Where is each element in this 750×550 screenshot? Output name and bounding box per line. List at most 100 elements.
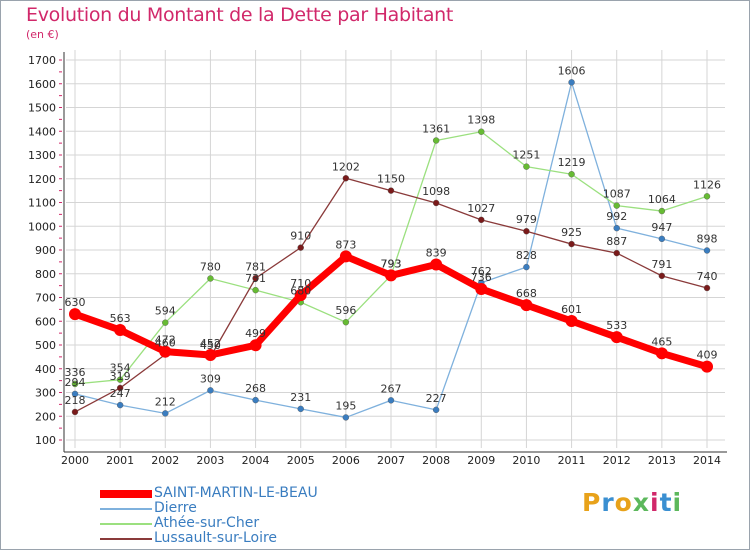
- x-tick-label: 2000: [61, 454, 89, 467]
- data-point: [71, 408, 79, 416]
- data-label: 218: [65, 394, 86, 407]
- data-point: [116, 384, 124, 392]
- data-point: [207, 387, 214, 394]
- legend-swatch: [100, 490, 152, 498]
- data-point: [478, 216, 485, 224]
- data-label: 781: [245, 260, 266, 273]
- data-label: 294: [65, 376, 86, 389]
- x-tick-label: 2005: [287, 454, 315, 467]
- data-label: 1398: [467, 114, 495, 127]
- data-point: [432, 199, 440, 207]
- data-label: 680: [290, 284, 311, 297]
- logo-letter: t: [659, 488, 673, 517]
- data-point: [339, 250, 352, 263]
- y-tick-label: 1600: [28, 78, 56, 91]
- data-label: 499: [245, 327, 266, 340]
- data-label: 668: [516, 287, 537, 300]
- y-tick-label: 800: [35, 268, 56, 281]
- data-label: 736: [471, 271, 492, 284]
- data-label: 1098: [422, 185, 450, 198]
- x-tick-label: 2008: [422, 454, 450, 467]
- x-tick-label: 2010: [512, 454, 540, 467]
- data-label: 1606: [558, 64, 586, 77]
- data-label: 227: [426, 392, 447, 405]
- logo-letter: o: [614, 488, 633, 517]
- data-point: [658, 235, 666, 243]
- y-tick-label: 600: [35, 315, 56, 328]
- y-tick-label: 200: [35, 410, 56, 423]
- data-label: 762: [471, 265, 492, 278]
- data-label: 992: [606, 210, 627, 223]
- y-tick-label: 500: [35, 339, 56, 352]
- data-label: 925: [561, 226, 582, 239]
- legend-swatch: [100, 523, 152, 525]
- data-point: [565, 315, 578, 328]
- y-tick-label: 100: [35, 434, 56, 447]
- data-label: 839: [426, 246, 447, 259]
- data-point: [387, 187, 395, 194]
- y-tick-label: 1100: [28, 197, 56, 210]
- data-label: 247: [110, 387, 131, 400]
- y-tick-label: 1300: [28, 149, 56, 162]
- data-label: 887: [606, 235, 627, 248]
- data-label: 563: [110, 312, 131, 325]
- data-point: [655, 347, 668, 360]
- data-point: [71, 380, 79, 388]
- x-tick-label: 2003: [196, 454, 224, 467]
- data-point: [523, 163, 530, 170]
- x-tick-label: 2002: [151, 454, 179, 467]
- data-label: 596: [335, 304, 356, 317]
- data-label: 450: [200, 339, 221, 352]
- data-point: [114, 324, 127, 337]
- y-tick-label: 1000: [28, 220, 56, 233]
- data-point: [613, 249, 620, 257]
- data-label: 465: [651, 335, 672, 348]
- x-tick-label: 2007: [377, 454, 405, 467]
- x-tick-label: 2011: [558, 454, 586, 467]
- data-point: [520, 299, 533, 312]
- data-point: [71, 390, 79, 398]
- data-label: 710: [290, 277, 311, 290]
- data-point: [432, 137, 440, 144]
- data-point: [162, 319, 169, 326]
- data-point: [162, 410, 169, 417]
- data-label: 1027: [467, 202, 495, 215]
- data-point: [568, 240, 575, 248]
- legend-label: Athée-sur-Cher: [154, 515, 260, 531]
- data-label: 460: [155, 337, 176, 350]
- data-point: [159, 345, 172, 358]
- data-point: [658, 272, 666, 280]
- logo-letter: P: [582, 488, 602, 517]
- data-label: 231: [290, 391, 311, 404]
- data-point: [703, 284, 711, 292]
- data-point: [613, 202, 620, 209]
- data-label: 791: [651, 258, 672, 271]
- data-point: [252, 396, 259, 404]
- data-point: [342, 319, 350, 326]
- x-tick-label: 2004: [242, 454, 270, 467]
- data-point: [342, 414, 350, 421]
- data-point: [523, 228, 530, 235]
- x-tick-label: 2009: [467, 454, 495, 467]
- data-label: 452: [200, 337, 221, 350]
- data-point: [252, 286, 259, 294]
- data-point: [610, 331, 623, 344]
- data-label: 1087: [603, 188, 631, 201]
- data-label: 898: [697, 232, 718, 245]
- data-point: [523, 263, 530, 271]
- x-tick-label: 2006: [332, 454, 360, 467]
- chart-unit-label: (en €): [26, 28, 59, 41]
- data-label: 1251: [512, 149, 540, 162]
- y-tick-label: 900: [35, 244, 56, 257]
- y-tick-label: 400: [35, 363, 56, 376]
- data-point: [478, 128, 485, 135]
- x-tick-label: 2001: [106, 454, 134, 467]
- legend-label: Dierre: [154, 500, 197, 516]
- x-tick-label: 2013: [648, 454, 676, 467]
- data-label: 793: [381, 257, 402, 270]
- data-point: [475, 282, 488, 295]
- legend-swatch: [100, 538, 152, 540]
- y-tick-label: 1200: [28, 173, 56, 186]
- logo-letter: i: [650, 488, 660, 517]
